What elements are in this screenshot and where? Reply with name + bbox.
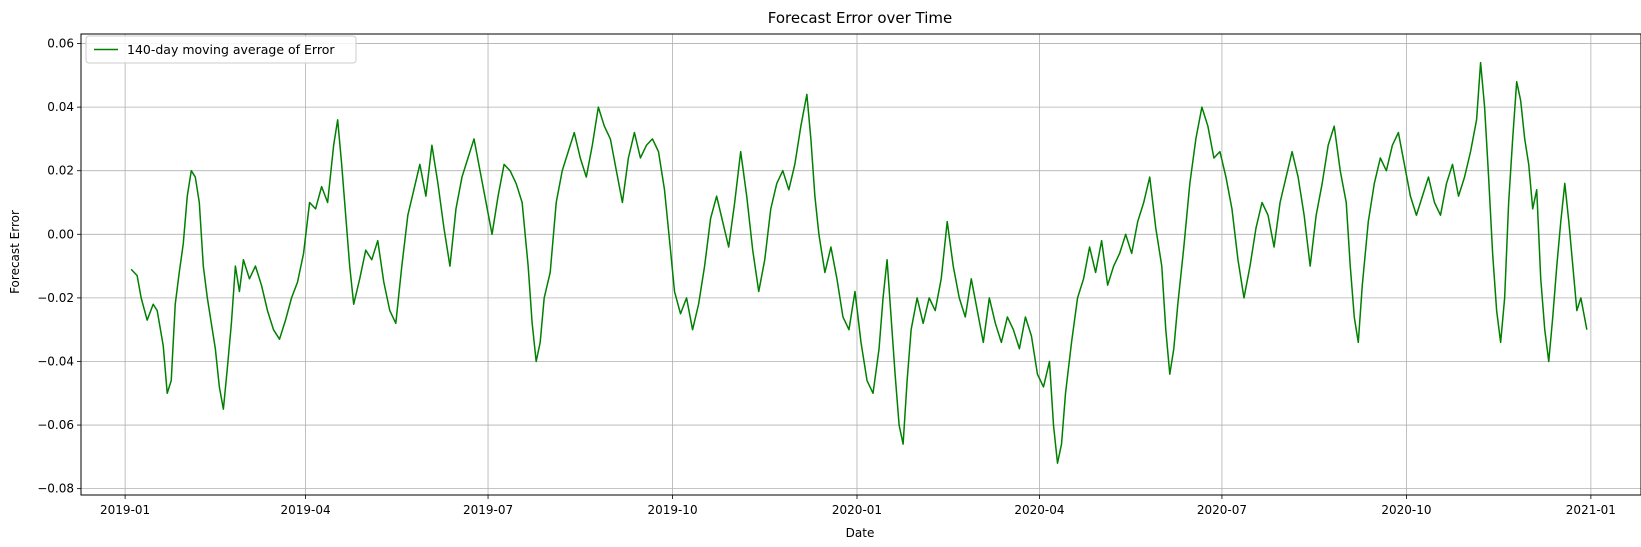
- plot-frame: [80, 33, 1641, 496]
- x-tick-label: 2020-04: [1014, 503, 1064, 517]
- x-tick-label: 2019-10: [647, 503, 697, 517]
- x-tick-label: 2019-04: [281, 503, 331, 517]
- y-axis-ticks: −0.08 −0.06 −0.04 −0.02 0.00 0.02 0.04 0.06: [37, 37, 81, 496]
- x-tick-label: 2020-07: [1197, 503, 1247, 517]
- series-line: [130, 61, 1588, 464]
- y-tick-label: 0.04: [47, 100, 74, 114]
- x-tick-label: 2019-01: [100, 503, 150, 517]
- legend-box: [85, 35, 357, 64]
- x-axis-label: Date: [846, 526, 875, 540]
- y-tick-label: −0.08: [37, 482, 74, 496]
- x-axis-ticks: 2019-01 2019-04 2019-07 2019-10 2020-01 2020-…: [100, 495, 1616, 517]
- y-tick-label: −0.02: [37, 291, 74, 305]
- x-tick-label: 2019-07: [463, 503, 513, 517]
- grid: [81, 34, 1641, 495]
- y-axis-label: Forecast Error: [8, 210, 22, 294]
- x-tick-label: 2021-01: [1566, 503, 1616, 517]
- y-tick-label: −0.06: [37, 418, 74, 432]
- y-tick-label: 0.02: [47, 164, 74, 178]
- y-tick-label: 0.00: [47, 227, 74, 241]
- x-tick-label: 2020-10: [1381, 503, 1431, 517]
- legend-entry: 140-day moving average of Error: [127, 42, 335, 57]
- x-tick-label: 2020-01: [832, 503, 882, 517]
- series-group: [130, 61, 1588, 464]
- y-tick-label: −0.04: [37, 354, 74, 368]
- chart-title: Forecast Error over Time: [768, 9, 953, 27]
- legend: 140-day moving average of Error: [85, 35, 357, 64]
- y-tick-label: 0.06: [47, 37, 74, 51]
